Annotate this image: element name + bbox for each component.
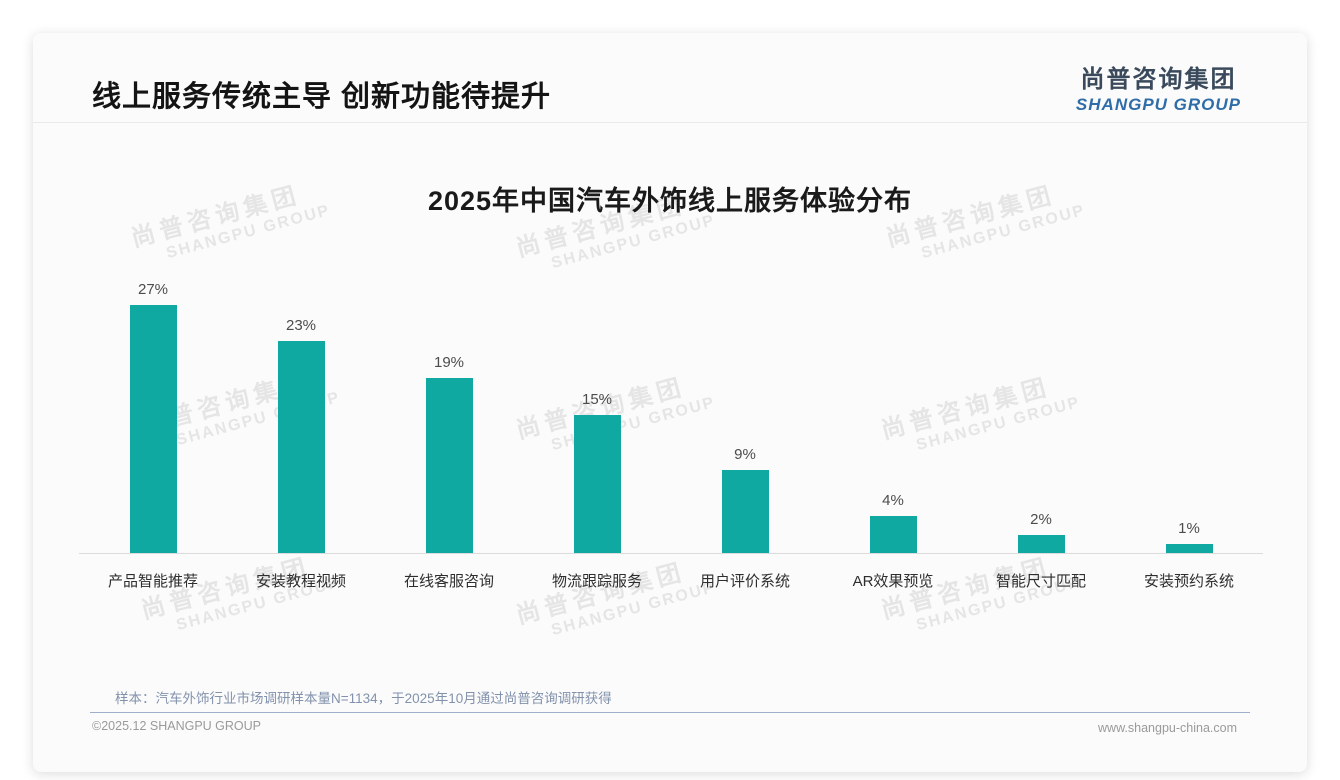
bar-category-label: 智能尺寸匹配 <box>995 573 1086 590</box>
bar <box>1165 544 1213 553</box>
bar-category-label: 物流跟踪服务 <box>551 573 642 590</box>
bar-value-label: 9% <box>734 446 756 463</box>
bar-category-label: AR效果预览 <box>852 573 934 590</box>
chart-title: 2025年中国汽车外饰线上服务体验分布 <box>427 186 913 216</box>
brand-watermark: 尚普咨询集团 SHANGPU GROUP <box>512 545 718 648</box>
bar-column: 23% <box>227 317 375 553</box>
bar-category-label: 在线客服咨询 <box>403 573 494 590</box>
brand-logo-en: SHANGPU GROUP <box>1075 95 1241 114</box>
bar <box>1017 535 1065 553</box>
brand-logo-cn: 尚普咨询集团 <box>1080 66 1237 93</box>
bar-column: 9% <box>671 446 819 553</box>
bar-value-label: 2% <box>1030 511 1052 528</box>
bar-category-label: 安装预约系统 <box>1143 573 1234 590</box>
website-url: www.shangpu-china.com <box>1098 721 1237 735</box>
bar <box>277 341 325 553</box>
bar-chart-category-labels: 产品智能推荐 安装教程视频 在线客服咨询 物流跟踪服务 用户评价系统 AR效果预览 智能尺寸… <box>79 570 1263 591</box>
brand-logo: 尚普咨询集团 SHANGPU GROUP <box>1076 59 1241 115</box>
bar-column: 15% <box>523 391 671 553</box>
page-title: 线上服务传统主导 创新功能待提升 <box>92 81 552 113</box>
report-slide: 尚普咨询集团 SHANGPU GROUP 尚普咨询集团 SHANGPU GROUP 尚普… <box>33 33 1307 772</box>
bar-value-label: 1% <box>1178 520 1200 537</box>
bar-column: 19% <box>375 354 523 553</box>
sample-note: 样本：汽车外饰行业市场调研样本量N=1134，于2025年10月通过尚普咨询调研… <box>115 691 612 706</box>
bar <box>573 415 621 553</box>
bar-category-label: 产品智能推荐 <box>107 573 198 590</box>
bar-column: 27% <box>79 281 227 553</box>
bar-category-label: 安装教程视频 <box>255 573 346 590</box>
bar-value-label: 15% <box>581 391 613 408</box>
bar-value-label: 19% <box>433 354 465 371</box>
bar-category-label: 用户评价系统 <box>699 573 790 590</box>
header-divider <box>33 122 1307 123</box>
bar <box>425 378 473 553</box>
bar <box>721 470 769 553</box>
bar-value-label: 4% <box>882 492 904 509</box>
bar-column: 4% <box>819 492 967 553</box>
bar-value-label: 27% <box>137 281 169 298</box>
bar-chart: 27% 23% 19% 15% 9% 4% 2% 1% <box>79 254 1263 554</box>
footer-divider <box>90 712 1250 713</box>
bar-value-label: 23% <box>285 317 317 334</box>
bar <box>129 305 177 553</box>
brand-watermark: 尚普咨询集团 SHANGPU GROUP <box>137 540 343 643</box>
copyright-text: ©2025.12 SHANGPU GROUP <box>92 719 261 733</box>
brand-watermark: 尚普咨询集团 SHANGPU GROUP <box>877 540 1083 643</box>
bar-column: 2% <box>967 511 1115 553</box>
bar <box>869 516 917 553</box>
bar-column: 1% <box>1115 520 1263 553</box>
